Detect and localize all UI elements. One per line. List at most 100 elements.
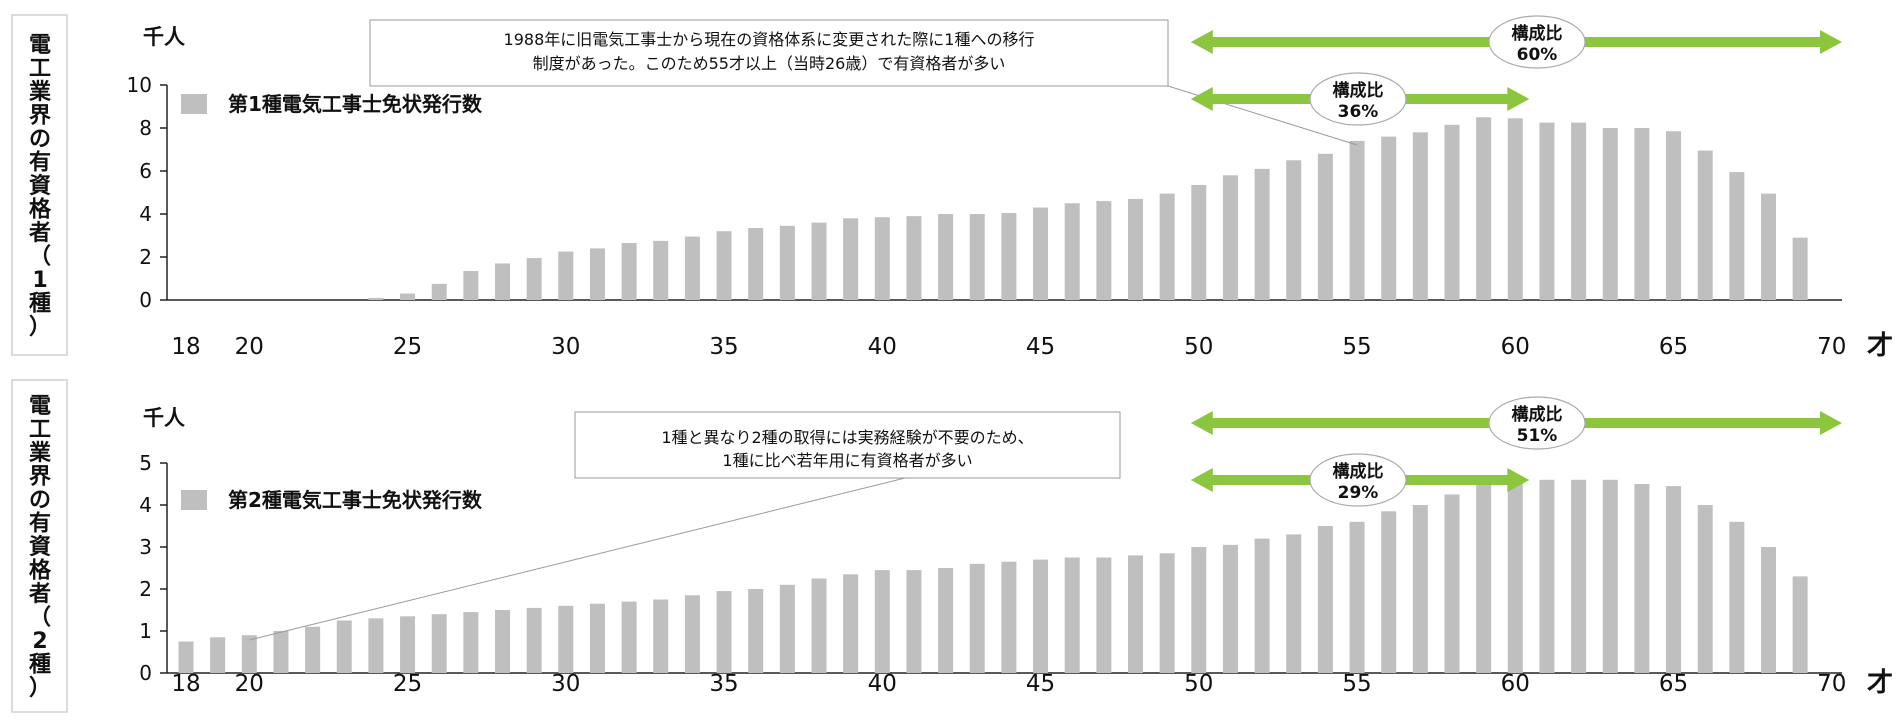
bar-age-27 bbox=[463, 612, 479, 673]
x-tick-label: 60 bbox=[1501, 334, 1530, 360]
bar-age-44 bbox=[1001, 561, 1017, 673]
bar-age-64 bbox=[1634, 484, 1650, 673]
bar-age-24 bbox=[368, 297, 384, 300]
bar-age-54 bbox=[1317, 153, 1333, 300]
x-tick-label: 25 bbox=[393, 671, 422, 697]
bar-age-64 bbox=[1634, 128, 1650, 300]
bar-age-35 bbox=[716, 591, 732, 673]
x-tick-label: 35 bbox=[709, 334, 738, 360]
y-axis-label-char: 者 bbox=[28, 582, 51, 607]
bar-age-31 bbox=[589, 603, 605, 673]
bar-age-58 bbox=[1444, 494, 1460, 673]
bar-age-60 bbox=[1507, 481, 1523, 673]
bar-age-65 bbox=[1666, 131, 1682, 300]
bar-age-33 bbox=[653, 240, 669, 300]
bar-age-42 bbox=[938, 568, 954, 673]
bar-age-68 bbox=[1761, 547, 1776, 673]
unit-label: 千人 bbox=[143, 25, 185, 49]
y-axis-label-char: 業 bbox=[29, 80, 52, 105]
bar-age-47 bbox=[1096, 557, 1112, 673]
bar-age-61 bbox=[1539, 122, 1555, 300]
x-tick-label: 55 bbox=[1342, 334, 1371, 360]
bar-age-66 bbox=[1697, 150, 1713, 300]
bar-age-32 bbox=[621, 601, 637, 673]
y-axis-label-char: ） bbox=[29, 676, 51, 701]
bar-age-69 bbox=[1792, 237, 1808, 300]
bar-age-21 bbox=[273, 631, 289, 673]
y-axis-label-char: 格 bbox=[29, 197, 52, 223]
y-axis-label-char: 電 bbox=[29, 394, 51, 419]
bar-age-35 bbox=[716, 231, 732, 300]
bar-age-68 bbox=[1761, 193, 1776, 300]
y-tick-label: 2 bbox=[139, 245, 152, 269]
bar-age-25 bbox=[400, 616, 416, 673]
bar-age-50 bbox=[1191, 184, 1207, 300]
range-badge bbox=[1309, 453, 1407, 507]
x-tick-label: 70 bbox=[1817, 671, 1846, 697]
range-badge-value: 36% bbox=[1338, 102, 1379, 122]
range-badge-label: 構成比 bbox=[1333, 461, 1384, 482]
bar-age-28 bbox=[495, 263, 510, 300]
x-unit-label: 才 bbox=[1867, 331, 1893, 361]
x-tick-label: 50 bbox=[1184, 671, 1213, 697]
range-badge-value: 51% bbox=[1517, 426, 1558, 446]
ylabel-box bbox=[11, 379, 68, 713]
bar-age-27 bbox=[463, 270, 479, 300]
range-badge-label: 構成比 bbox=[1512, 23, 1563, 44]
bar-age-19 bbox=[210, 637, 226, 673]
x-tick-label: 25 bbox=[393, 334, 422, 360]
y-axis-label-char: 種 bbox=[29, 653, 51, 678]
bar-age-42 bbox=[938, 214, 954, 300]
bar-age-29 bbox=[526, 258, 542, 300]
legend-swatch bbox=[181, 94, 207, 114]
range-badge bbox=[1309, 72, 1407, 126]
x-tick-label: 18 bbox=[171, 334, 200, 360]
bar-age-49 bbox=[1159, 193, 1175, 300]
x-unit-label: 才 bbox=[1867, 668, 1893, 698]
bar-age-51 bbox=[1222, 544, 1238, 673]
x-tick-label: 35 bbox=[709, 671, 738, 697]
bar-age-38 bbox=[811, 578, 827, 673]
bar-age-26 bbox=[431, 283, 447, 300]
y-tick-label: 6 bbox=[139, 159, 152, 183]
y-axis-label-char: 界 bbox=[29, 104, 51, 129]
annotation-text: 1種と異なり2種の取得には実務経験が不要のため、 bbox=[661, 428, 1033, 447]
bar-age-36 bbox=[748, 227, 764, 300]
annotation-text: 1988年に旧電気工事士から現在の資格体系に変更された際に1種への移行 bbox=[504, 30, 1035, 49]
y-axis-label-char: 2 bbox=[32, 629, 47, 654]
legend-swatch bbox=[181, 490, 207, 510]
bar-age-57 bbox=[1412, 505, 1428, 673]
x-tick-label: 30 bbox=[551, 671, 580, 697]
y-axis-label-char: 格 bbox=[29, 558, 52, 584]
y-tick-label: 4 bbox=[139, 493, 152, 517]
bar-age-25 bbox=[400, 293, 416, 300]
x-tick-label: 50 bbox=[1184, 334, 1213, 360]
y-axis-label-char: 業 bbox=[29, 441, 52, 466]
bar-age-63 bbox=[1602, 479, 1618, 673]
bar-age-30 bbox=[558, 251, 574, 300]
y-axis-label-char: の bbox=[29, 127, 51, 152]
x-tick-label: 40 bbox=[868, 334, 897, 360]
bar-age-38 bbox=[811, 222, 827, 300]
bar-age-43 bbox=[969, 563, 985, 673]
bar-age-26 bbox=[431, 614, 447, 673]
x-tick-label: 30 bbox=[551, 334, 580, 360]
bar-age-58 bbox=[1444, 124, 1460, 301]
bar-age-57 bbox=[1412, 132, 1428, 300]
bar-age-67 bbox=[1729, 172, 1745, 300]
bar-age-62 bbox=[1571, 479, 1587, 673]
y-axis-label-char: 工 bbox=[29, 57, 51, 82]
bar-age-18 bbox=[178, 641, 194, 673]
annotation-box bbox=[369, 19, 1169, 87]
x-tick-label: 40 bbox=[868, 671, 897, 697]
range-badge bbox=[1488, 15, 1586, 69]
x-tick-label: 20 bbox=[235, 334, 264, 360]
bar-age-52 bbox=[1254, 538, 1270, 673]
bar-age-37 bbox=[779, 584, 795, 673]
y-axis-label-char: 工 bbox=[29, 418, 51, 443]
y-tick-label: 8 bbox=[139, 116, 152, 140]
bar-age-60 bbox=[1507, 118, 1523, 300]
bar-age-28 bbox=[495, 610, 510, 673]
bar-age-63 bbox=[1602, 128, 1618, 300]
